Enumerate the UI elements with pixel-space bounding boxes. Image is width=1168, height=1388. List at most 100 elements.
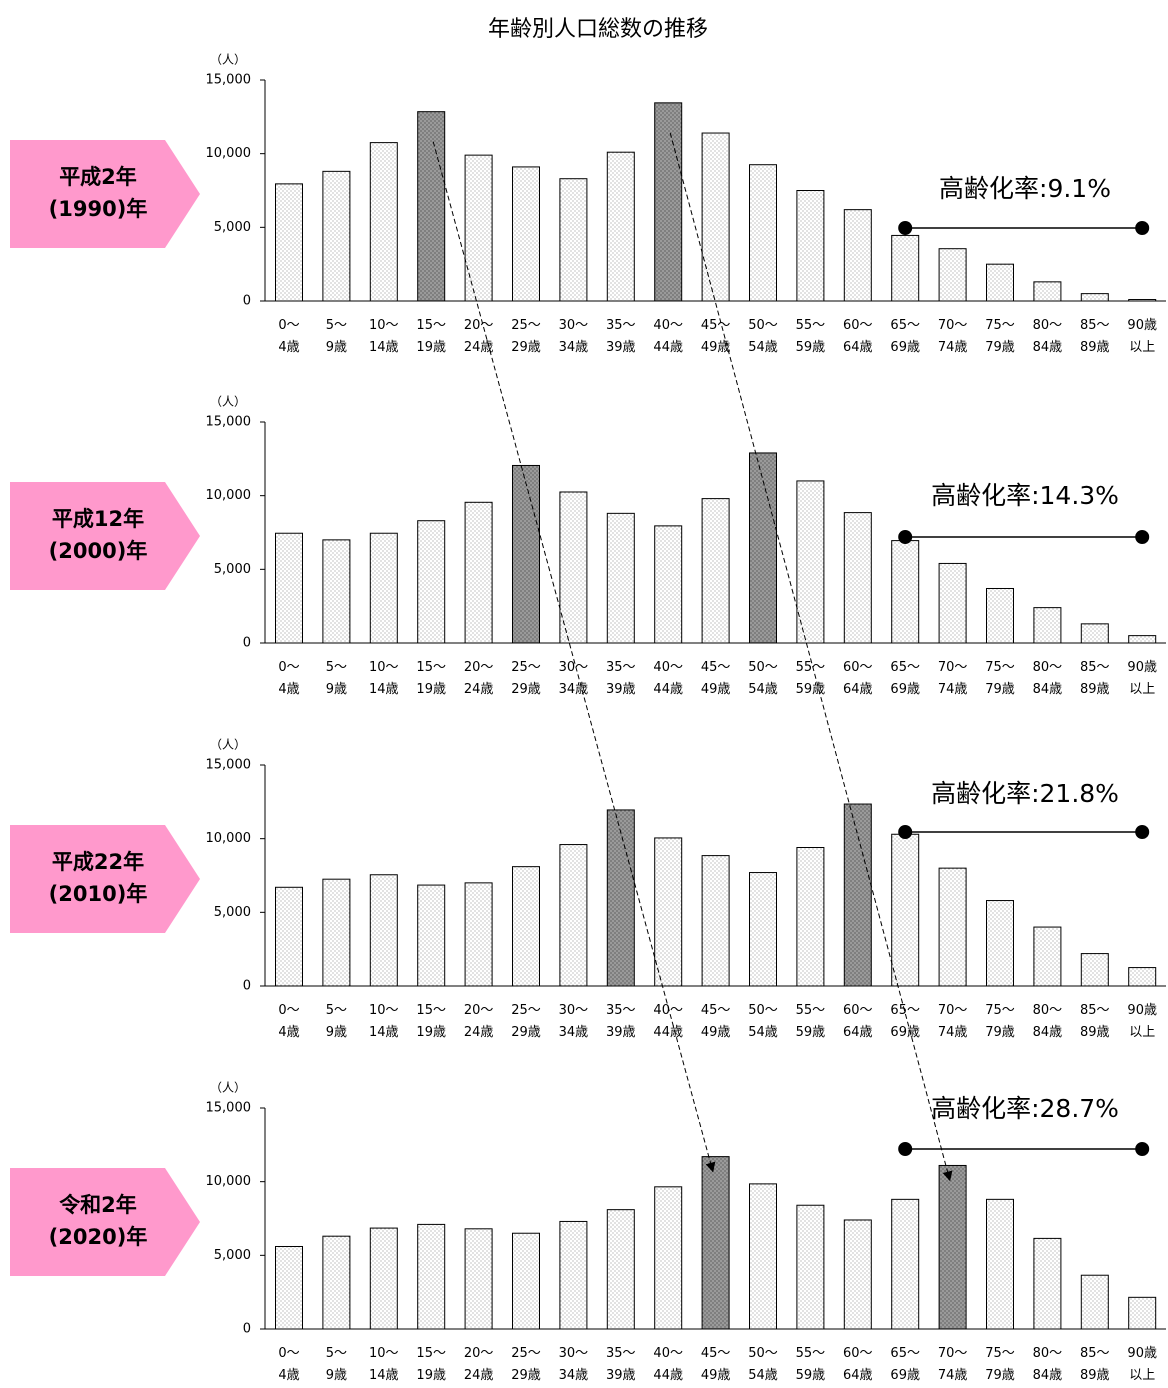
bar — [986, 900, 1014, 987]
x-tick-label: 10〜 14歳 — [369, 318, 399, 355]
x-tick-label: 75〜 79歳 — [985, 1346, 1015, 1383]
x-tick-label: 50〜 54歳 — [748, 660, 778, 697]
bar — [654, 1186, 683, 1330]
x-tick-label: 85〜 89歳 — [1080, 318, 1110, 355]
x-tick-label: 60〜 64歳 — [843, 660, 873, 697]
bar — [938, 867, 967, 987]
x-tick-label: 80〜 84歳 — [1033, 318, 1063, 355]
bar — [512, 464, 540, 644]
bar — [275, 532, 303, 644]
label-line: 平成22年 — [52, 850, 144, 874]
x-tick-label: 75〜 79歳 — [985, 318, 1015, 355]
x-tick-label: 90歳以上 — [1127, 1003, 1157, 1040]
label-line: (2000)年 — [49, 539, 148, 563]
bar — [1033, 926, 1062, 987]
x-tick-label: 45〜 49歳 — [701, 1346, 731, 1383]
x-tick-label: 25〜 29歳 — [511, 318, 541, 355]
x-tick-label: 0〜 4歳 — [278, 1346, 299, 1383]
y-tick-label: 10,000 — [206, 831, 252, 846]
bar — [1128, 299, 1157, 302]
x-tick-label: 30〜 34歳 — [559, 660, 589, 697]
x-tick-label: 30〜 34歳 — [559, 318, 589, 355]
bar — [843, 209, 872, 302]
bar — [986, 263, 1014, 302]
bar — [986, 1198, 1014, 1330]
bar — [275, 1245, 303, 1330]
bar — [512, 1232, 540, 1330]
x-tick-label: 40〜 44歳 — [653, 318, 683, 355]
bar — [559, 178, 588, 302]
x-tick-label: 55〜 59歳 — [796, 1346, 826, 1383]
annotation: 高齢化率:28.7% — [931, 1094, 1119, 1123]
bar — [1128, 635, 1157, 644]
bar — [559, 844, 588, 987]
bracket-dot — [898, 221, 913, 235]
x-tick-label: 70〜 74歳 — [938, 1003, 968, 1040]
y-tick-label: 15,000 — [206, 73, 252, 88]
x-tick-label: 20〜 24歳 — [464, 1346, 494, 1383]
bar — [701, 1156, 730, 1330]
bar — [1080, 623, 1109, 644]
bar — [1128, 967, 1157, 987]
x-tick-label: 15〜 19歳 — [416, 318, 446, 355]
x-tick-label: 0〜 4歳 — [278, 660, 299, 697]
x-tick-label: 90歳以上 — [1127, 318, 1157, 355]
label-shape — [10, 482, 200, 590]
period-label: 平成22年 (2010)年 — [10, 825, 200, 933]
bar — [369, 874, 398, 987]
bar — [938, 562, 967, 644]
bar — [938, 1164, 967, 1330]
bar — [843, 1219, 872, 1330]
bar — [1080, 293, 1109, 302]
bracket-dot — [1135, 530, 1150, 544]
bar — [369, 532, 398, 644]
y-tick-label: 5,000 — [214, 562, 251, 577]
x-tick-label: 40〜 44歳 — [653, 1003, 683, 1040]
bar — [322, 1235, 351, 1330]
bar — [1033, 281, 1062, 302]
bracket-dot — [898, 1142, 913, 1156]
x-tick-label: 65〜 69歳 — [890, 1003, 920, 1040]
x-tick-label: 70〜 74歳 — [938, 1346, 968, 1383]
cohort-arrow — [432, 141, 716, 1173]
label-line: 平成12年 — [52, 507, 144, 531]
label-line: (2010)年 — [49, 882, 148, 906]
bar — [275, 886, 303, 987]
bar — [512, 166, 540, 302]
y-tick-label: 5,000 — [214, 1248, 251, 1263]
x-tick-label: 25〜 29歳 — [511, 660, 541, 697]
label-shape — [10, 1168, 200, 1276]
period-label: 平成12年 (2000)年 — [10, 482, 200, 590]
x-tick-label: 15〜 19歳 — [416, 1003, 446, 1040]
bar — [654, 525, 683, 644]
label-line: (1990)年 — [49, 197, 148, 221]
x-tick-label: 45〜 49歳 — [701, 660, 731, 697]
x-tick-label: 5〜 9歳 — [326, 1003, 347, 1040]
bar — [701, 855, 730, 987]
x-tick-label: 40〜 44歳 — [653, 1346, 683, 1383]
x-tick-label: 35〜 39歳 — [606, 1346, 636, 1383]
bar — [749, 872, 777, 987]
x-tick-label: 15〜 19歳 — [416, 1346, 446, 1383]
x-tick-label: 85〜 89歳 — [1080, 1346, 1110, 1383]
x-tick-label: 45〜 49歳 — [701, 318, 731, 355]
x-tick-label: 10〜 14歳 — [369, 1346, 399, 1383]
bar — [938, 248, 967, 302]
y-tick-label: 5,000 — [214, 905, 251, 920]
bar — [322, 878, 351, 987]
x-tick-label: 55〜 59歳 — [796, 318, 826, 355]
bar — [891, 234, 920, 302]
x-tick-label: 30〜 34歳 — [559, 1003, 589, 1040]
bar — [559, 491, 588, 644]
annotation: 高齢化率:9.1% — [939, 174, 1111, 203]
y-tick-label: 0 — [243, 1322, 251, 1337]
x-tick-label: 80〜 84歳 — [1033, 660, 1063, 697]
bar — [891, 1198, 920, 1330]
x-tick-label: 25〜 29歳 — [511, 1346, 541, 1383]
x-tick-label: 55〜 59歳 — [796, 1003, 826, 1040]
bar — [606, 151, 635, 302]
bar — [843, 512, 872, 644]
x-tick-label: 85〜 89歳 — [1080, 660, 1110, 697]
bar — [606, 512, 635, 644]
bar — [1080, 1274, 1109, 1330]
